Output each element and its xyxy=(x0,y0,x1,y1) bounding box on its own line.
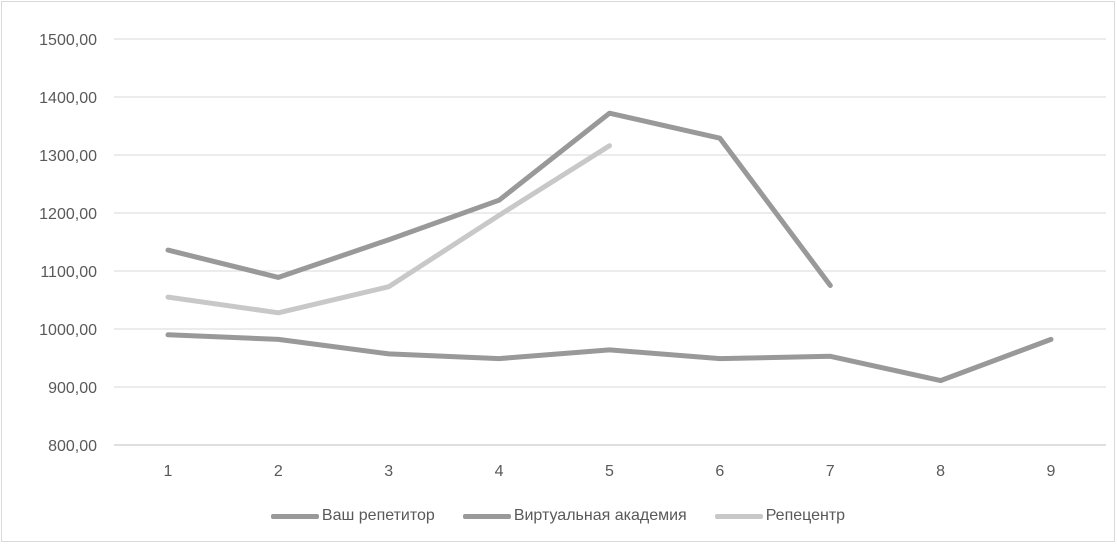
legend-label-1: Ваш репетитор xyxy=(321,507,435,524)
legend: Ваш репетитор Виртуальная академия Репец… xyxy=(2,507,1114,525)
x-tick-label: 1 xyxy=(164,463,173,480)
x-axis-ticks: 1 2 3 4 5 6 7 8 9 xyxy=(164,463,1056,480)
x-tick-label: 9 xyxy=(1047,463,1056,480)
x-tick-label: 2 xyxy=(274,463,283,480)
y-tick-label: 900,00 xyxy=(48,380,97,397)
y-tick-label: 1100,00 xyxy=(40,264,97,281)
x-tick-label: 3 xyxy=(384,463,393,480)
legend-label-2: Виртуальная академия xyxy=(513,507,687,524)
y-tick-label: 800,00 xyxy=(48,438,97,455)
x-tick-label: 5 xyxy=(605,463,614,480)
legend-label-3: Репецентр xyxy=(765,507,846,524)
y-tick-label: 1400,00 xyxy=(39,90,97,107)
x-tick-label: 8 xyxy=(936,463,945,480)
y-tick-label: 1300,00 xyxy=(39,148,97,165)
legend-item-3: Репецентр xyxy=(714,507,846,525)
legend-swatch-1 xyxy=(270,513,319,519)
legend-item-1: Ваш репетитор xyxy=(270,507,435,525)
series-line-3 xyxy=(165,143,612,316)
gridlines xyxy=(114,38,1106,446)
series-line-1 xyxy=(165,332,1054,384)
legend-swatch-3 xyxy=(714,513,763,519)
y-tick-label: 1000,00 xyxy=(39,322,97,339)
x-tick-label: 6 xyxy=(715,463,724,480)
series-lines xyxy=(165,110,1054,384)
legend-item-2: Виртуальная академия xyxy=(462,507,687,525)
y-axis-ticks: 800,00 900,00 1000,00 1100,00 1200,00 1300,00… xyxy=(39,32,97,455)
x-tick-label: 4 xyxy=(495,463,504,480)
y-tick-label: 1200,00 xyxy=(39,206,97,223)
x-tick-label: 7 xyxy=(826,463,835,480)
series-line-2 xyxy=(165,110,833,288)
legend-swatch-2 xyxy=(462,513,511,519)
y-tick-label: 1500,00 xyxy=(39,32,97,49)
